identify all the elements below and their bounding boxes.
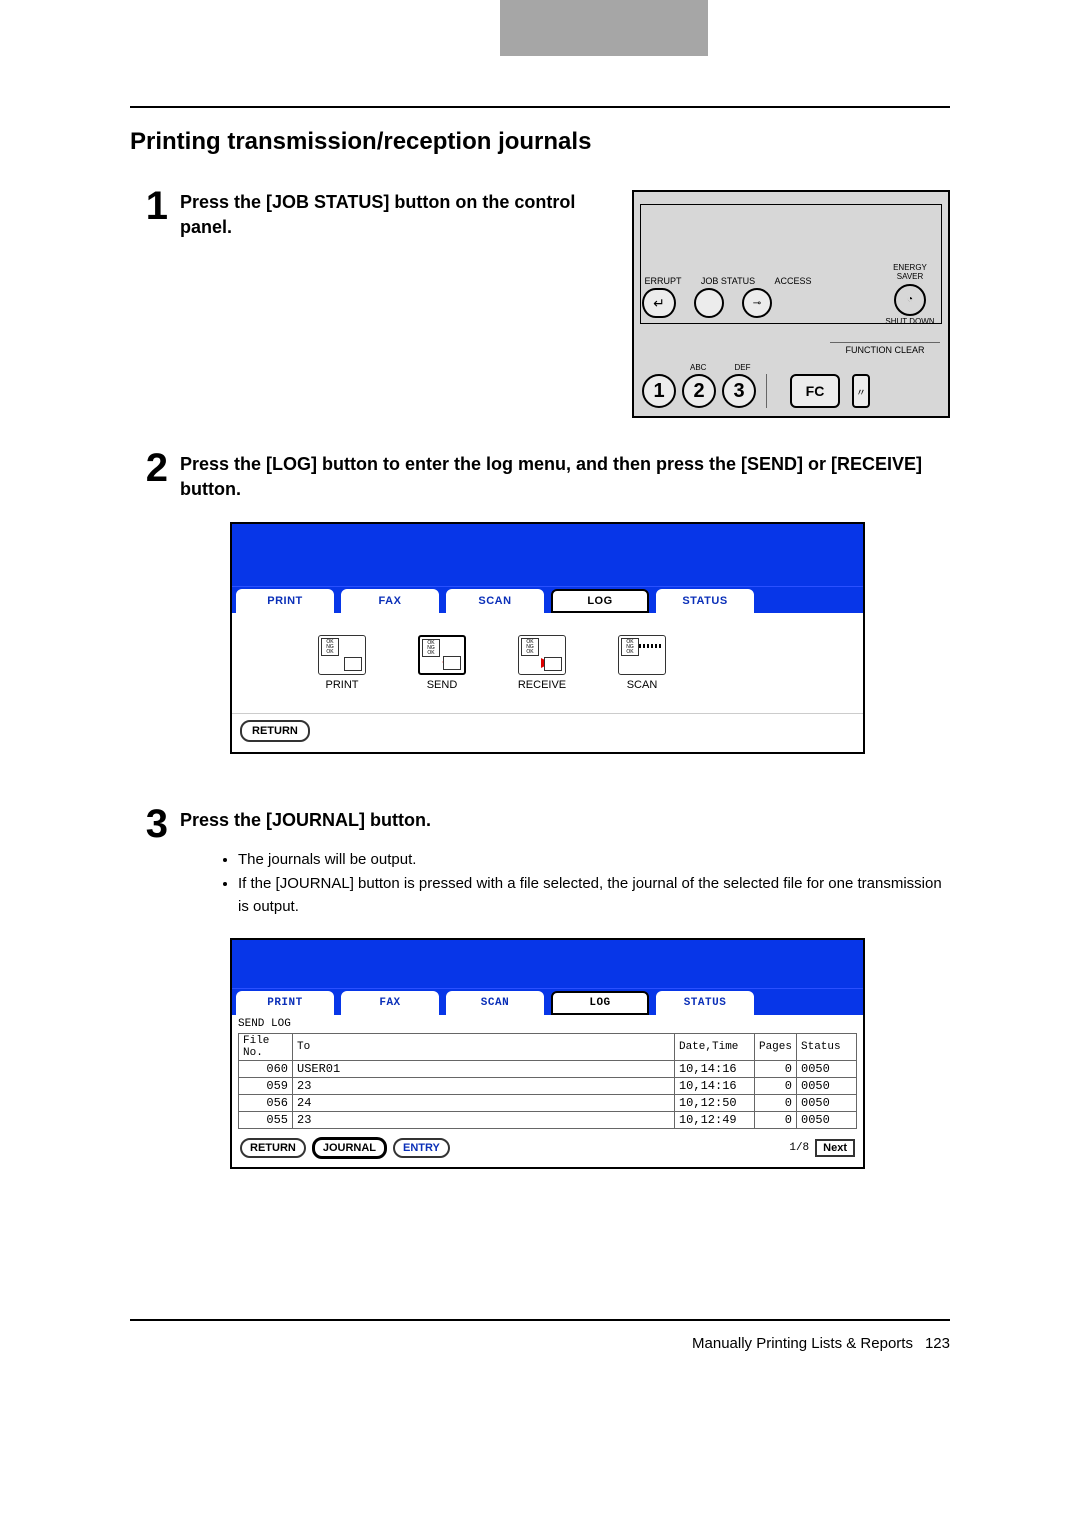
- label-access: ACCESS: [770, 276, 816, 286]
- step-2-number: 2: [130, 448, 180, 774]
- s3-return-button[interactable]: RETURN: [240, 1138, 306, 1158]
- keypad-2[interactable]: 2: [682, 374, 716, 408]
- s3-tab-status[interactable]: STATUS: [656, 991, 754, 1015]
- log-send-button[interactable]: OKNGOK SEND: [412, 635, 472, 691]
- control-panel-illustration: ERRUPT JOB STATUS ACCESS ↵ ⊸: [632, 190, 950, 418]
- step-3-bullet-1: The journals will be output.: [238, 849, 950, 872]
- page-indicator: 1/8: [789, 1142, 809, 1154]
- log-scan-button[interactable]: OKNGOK SCAN: [612, 635, 672, 691]
- tab-fax[interactable]: FAX: [341, 589, 439, 613]
- header-tab: [500, 0, 708, 56]
- send-log-label: SEND LOG: [232, 1015, 863, 1033]
- return-button[interactable]: RETURN: [240, 720, 310, 742]
- tab-scan[interactable]: SCAN: [446, 589, 544, 613]
- next-button[interactable]: Next: [815, 1139, 855, 1157]
- send-log-table: File No. To Date,Time Pages Status 060 U…: [238, 1033, 857, 1129]
- step-3: 3 Press the [JOURNAL] button. The journa…: [130, 804, 950, 1189]
- step-1: 1 Press the [JOB STATUS] button on the c…: [130, 186, 950, 418]
- step-3-number: 3: [130, 804, 180, 1189]
- label-def: DEF: [734, 363, 750, 372]
- label-shutdown: SHUT DOWN: [880, 318, 940, 327]
- label-abc: ABC: [690, 363, 706, 372]
- th-dt: Date,Time: [674, 1034, 754, 1061]
- page-number: 123: [925, 1335, 950, 1352]
- tab-log[interactable]: LOG: [551, 589, 649, 613]
- log-print-button[interactable]: OKNGOK PRINT: [312, 635, 372, 691]
- tab-print[interactable]: PRINT: [236, 589, 334, 613]
- page-footer: Manually Printing Lists & Reports 123: [130, 1319, 950, 1382]
- th-pages: Pages: [754, 1034, 796, 1061]
- label-job-status: JOB STATUS: [698, 276, 758, 286]
- log-menu-screen: PRINT FAX SCAN LOG STATUS OKNGOK PRINT O…: [230, 522, 865, 754]
- s3-tab-fax[interactable]: FAX: [341, 991, 439, 1015]
- s3-tab-print[interactable]: PRINT: [236, 991, 334, 1015]
- label-saver: SAVER: [880, 273, 940, 282]
- th-status: Status: [797, 1034, 857, 1061]
- interrupt-button[interactable]: ↵: [642, 288, 676, 318]
- s3-tab-scan[interactable]: SCAN: [446, 991, 544, 1015]
- energy-saver-button[interactable]: ◔: [894, 284, 926, 316]
- tab-status[interactable]: STATUS: [656, 589, 754, 613]
- keypad-3[interactable]: 3: [722, 374, 756, 408]
- send-log-screen: PRINT FAX SCAN LOG STATUS SEND LOG File …: [230, 938, 865, 1169]
- s3-tab-log[interactable]: LOG: [551, 991, 649, 1015]
- keypad-1[interactable]: 1: [642, 374, 676, 408]
- step-3-bullet-2: If the [JOURNAL] button is pressed with …: [238, 873, 950, 918]
- section-title: Printing transmission/reception journals: [130, 128, 950, 156]
- table-row[interactable]: 055 23 10,12:49 0 0050: [239, 1112, 857, 1129]
- s3-entry-button[interactable]: ENTRY: [393, 1138, 450, 1158]
- step-2-title: Press the [LOG] button to enter the log …: [180, 452, 950, 502]
- footer-text: Manually Printing Lists & Reports: [692, 1335, 913, 1352]
- step-2: 2 Press the [LOG] button to enter the lo…: [130, 448, 950, 774]
- th-to: To: [293, 1034, 675, 1061]
- label-errupt: ERRUPT: [640, 276, 686, 286]
- th-file: File No.: [239, 1034, 293, 1061]
- table-row[interactable]: 056 24 10,12:50 0 0050: [239, 1095, 857, 1112]
- step-3-title: Press the [JOURNAL] button.: [180, 808, 950, 833]
- fc-button[interactable]: FC: [790, 374, 840, 408]
- log-receive-button[interactable]: OKNGOK RECEIVE: [512, 635, 572, 691]
- table-row[interactable]: 059 23 10,14:16 0 0050: [239, 1078, 857, 1095]
- rule-top: [130, 106, 950, 108]
- step-1-title: Press the [JOB STATUS] button on the con…: [180, 190, 612, 240]
- stylus-icon: 〃: [852, 374, 870, 408]
- table-row[interactable]: 060 USER01 10,14:16 0 0050: [239, 1061, 857, 1078]
- step-1-number: 1: [130, 186, 180, 418]
- access-button[interactable]: ⊸: [742, 288, 772, 318]
- label-function-clear: FUNCTION CLEAR: [830, 342, 940, 355]
- s3-journal-button[interactable]: JOURNAL: [312, 1137, 387, 1159]
- job-status-button[interactable]: [694, 288, 724, 318]
